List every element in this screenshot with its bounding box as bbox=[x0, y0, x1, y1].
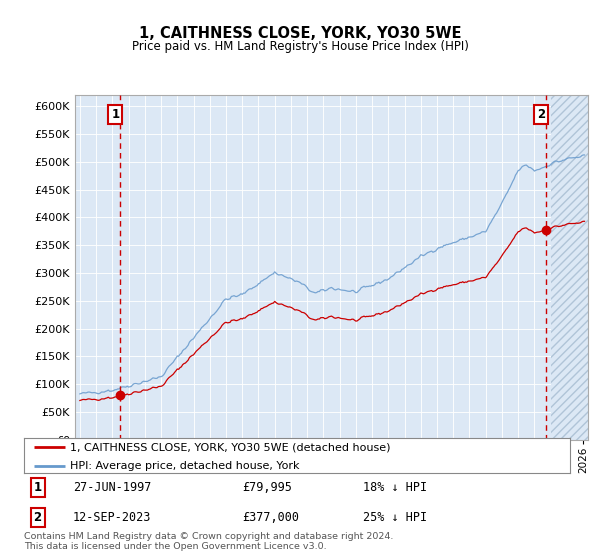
Text: 1: 1 bbox=[112, 108, 119, 120]
Text: 2: 2 bbox=[537, 108, 545, 120]
Text: Contains HM Land Registry data © Crown copyright and database right 2024.
This d: Contains HM Land Registry data © Crown c… bbox=[24, 532, 394, 552]
Text: HPI: Average price, detached house, York: HPI: Average price, detached house, York bbox=[70, 460, 300, 470]
Text: 1, CAITHNESS CLOSE, YORK, YO30 5WE: 1, CAITHNESS CLOSE, YORK, YO30 5WE bbox=[139, 26, 461, 41]
Text: 2: 2 bbox=[34, 511, 42, 524]
Text: Price paid vs. HM Land Registry's House Price Index (HPI): Price paid vs. HM Land Registry's House … bbox=[131, 40, 469, 53]
Text: 12-SEP-2023: 12-SEP-2023 bbox=[73, 511, 152, 524]
Text: 1, CAITHNESS CLOSE, YORK, YO30 5WE (detached house): 1, CAITHNESS CLOSE, YORK, YO30 5WE (deta… bbox=[70, 442, 391, 452]
Text: £377,000: £377,000 bbox=[242, 511, 299, 524]
Text: 1: 1 bbox=[34, 481, 42, 494]
Text: £79,995: £79,995 bbox=[242, 481, 292, 494]
Bar bbox=[75, 95, 551, 440]
Text: 25% ↓ HPI: 25% ↓ HPI bbox=[362, 511, 427, 524]
Text: 27-JUN-1997: 27-JUN-1997 bbox=[73, 481, 152, 494]
Text: 18% ↓ HPI: 18% ↓ HPI bbox=[362, 481, 427, 494]
Bar bbox=[551, 95, 588, 440]
